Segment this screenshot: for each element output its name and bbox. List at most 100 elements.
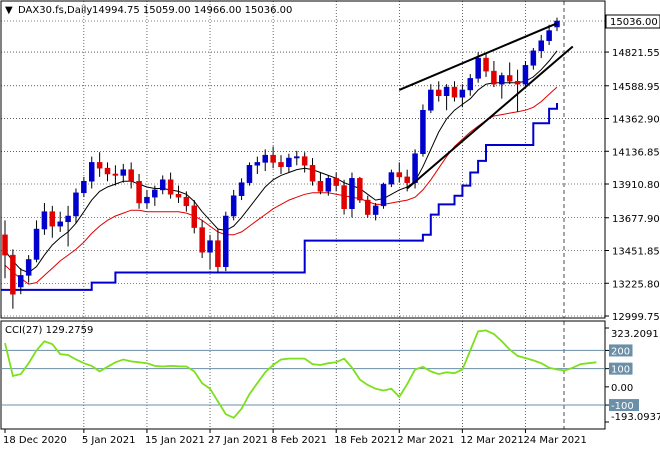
price-axis: 14821.55 14588.95 14362.90 14136.85 13910.80… [605, 20, 660, 323]
candle-body [128, 169, 134, 182]
candle-body [262, 154, 268, 163]
candle [294, 150, 300, 166]
symbol-label: DAX30.fs,Daily [18, 5, 92, 16]
candle-body [152, 189, 158, 198]
candle-body [483, 57, 489, 72]
cci-grid [1, 321, 605, 429]
candle-body [538, 40, 544, 52]
candle-body [333, 178, 339, 186]
candle [104, 162, 111, 182]
candle-body [136, 180, 142, 204]
candle-body [364, 199, 371, 215]
candle [522, 60, 529, 88]
cci-tick-label: 100 [611, 365, 630, 376]
candle [120, 163, 127, 183]
candle-body [341, 185, 347, 210]
candle-body [451, 86, 458, 98]
candle [57, 211, 63, 232]
candle-body [33, 228, 40, 260]
candle [2, 220, 8, 279]
x-tick-label: 18 Feb 2021 [334, 435, 396, 446]
ma-slow-line [4, 86, 558, 285]
candle [238, 178, 245, 201]
candle-body [2, 234, 8, 256]
x-tick-label: 15 Jan 2021 [145, 435, 205, 446]
y-tick-label: 13225.80 [612, 279, 660, 290]
y-tick-label: 14588.95 [612, 82, 660, 93]
candle-body [238, 182, 245, 196]
candle-body [475, 57, 481, 79]
candle-body [349, 178, 355, 210]
candle-body [254, 162, 261, 166]
candle-body [388, 172, 395, 185]
y-tick-label: 13451.85 [612, 247, 660, 258]
ma-fast-path [4, 50, 558, 274]
candle [459, 84, 466, 108]
wedge-trendlines [398, 22, 574, 190]
candle-body [18, 275, 24, 288]
candle-body [530, 50, 537, 66]
candle [191, 200, 198, 234]
candle-body [10, 254, 16, 295]
candle [96, 152, 103, 177]
candle [18, 268, 24, 295]
candle-body [223, 215, 229, 267]
candle-body [215, 240, 221, 267]
candle-body [435, 89, 442, 97]
cci-axis: 323.2091 200 100 0.00 -100-193.0937 [605, 327, 660, 423]
candle-body [294, 156, 300, 159]
y-tick-label: 14136.85 [612, 147, 660, 158]
candle-body [380, 183, 387, 207]
cci-level-badge [609, 399, 639, 412]
x-tick-label: 27 Jan 2021 [208, 435, 268, 446]
candle-body [372, 205, 379, 215]
candle-body [207, 240, 213, 253]
candle [530, 47, 537, 70]
candle-body [191, 205, 198, 228]
candle [483, 53, 489, 77]
cci-tick-label: 323.2091 [611, 329, 659, 340]
candle-body [325, 178, 332, 192]
cci-path [4, 329, 597, 419]
candle [325, 175, 332, 196]
candle [380, 182, 387, 209]
candle-body [412, 153, 418, 183]
candle [128, 162, 134, 189]
candle-body [514, 81, 521, 85]
candle [65, 205, 71, 247]
cci-tick-label: 200 [611, 346, 630, 357]
candle-body [199, 227, 205, 253]
candle [396, 162, 403, 183]
candle-body [144, 196, 150, 204]
candle-body [167, 179, 174, 195]
cci-tick-label: -100 [611, 401, 634, 412]
candle [262, 149, 268, 172]
candle [467, 74, 474, 96]
candle [152, 185, 158, 206]
candle-body [396, 172, 403, 178]
support-line [1, 103, 558, 291]
candle-body [175, 194, 182, 198]
indicator-label: CCI(27) 129.2759 [5, 325, 93, 336]
candle [175, 185, 182, 203]
candle [230, 189, 237, 221]
candle-body [81, 180, 87, 194]
cci-tick-label: -193.0937 [611, 412, 660, 423]
candle [10, 249, 16, 309]
candle-body [270, 154, 276, 163]
candle [215, 229, 221, 273]
candle-body [506, 75, 513, 82]
chart-header-triangle: ▼ [5, 5, 13, 16]
candle [451, 81, 458, 102]
candle [136, 173, 142, 209]
candle [364, 195, 371, 218]
candle-body [183, 196, 190, 207]
last-price-label: 15036.00 [610, 17, 658, 28]
candle-body [357, 178, 363, 201]
candle [33, 220, 40, 263]
wedge-upper-line [398, 22, 558, 91]
candle [199, 220, 205, 259]
x-tick-label: 5 Jan 2021 [82, 435, 136, 446]
candle-body [420, 109, 426, 154]
